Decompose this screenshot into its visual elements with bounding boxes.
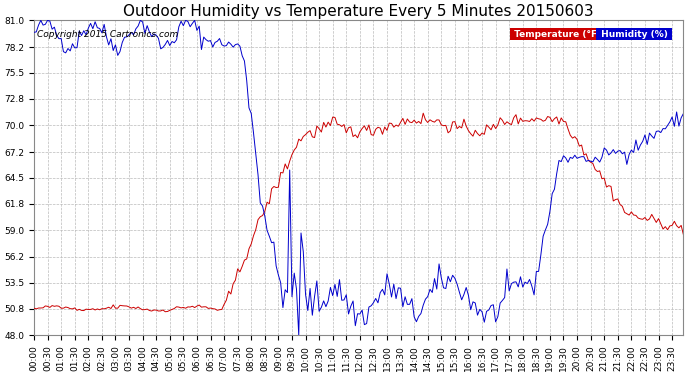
Text: Copyright 2015 Cartronics.com: Copyright 2015 Cartronics.com — [37, 30, 179, 39]
Text: Humidity (%): Humidity (%) — [598, 30, 671, 39]
Title: Outdoor Humidity vs Temperature Every 5 Minutes 20150603: Outdoor Humidity vs Temperature Every 5 … — [124, 4, 594, 19]
Text: Temperature (°F): Temperature (°F) — [511, 30, 604, 39]
